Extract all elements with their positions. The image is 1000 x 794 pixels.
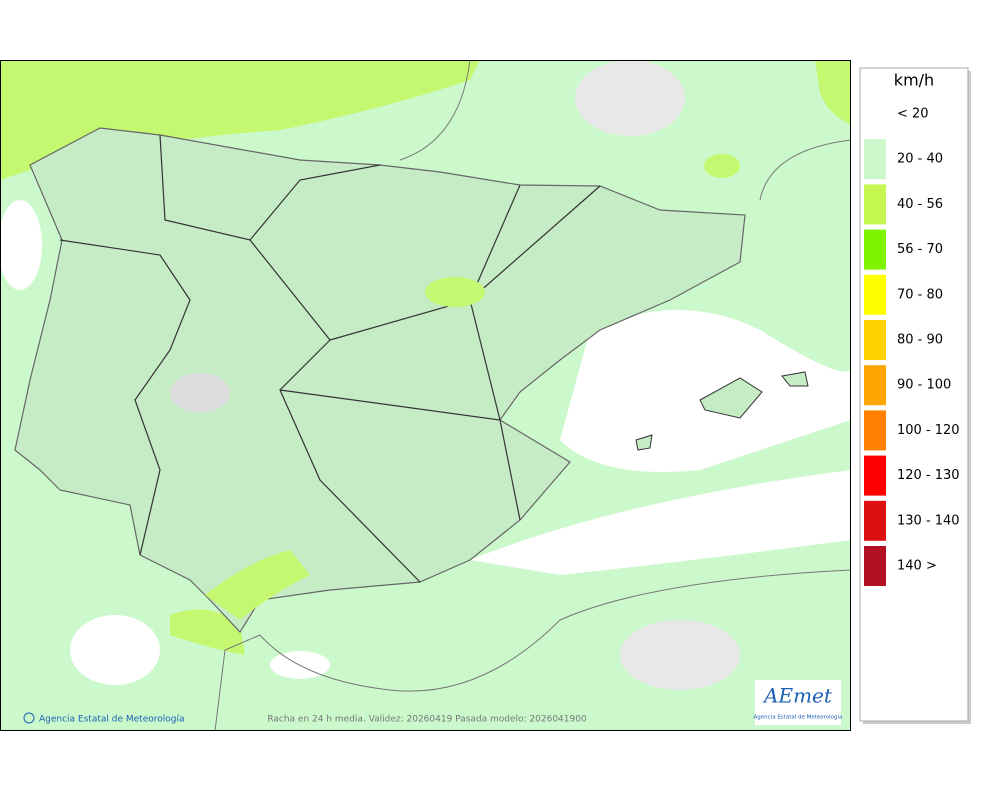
wind-zone xyxy=(425,277,485,307)
legend-swatch xyxy=(864,455,886,496)
legend-label: 56 - 70 xyxy=(897,242,943,257)
calm-zone xyxy=(470,470,851,575)
wind-zone xyxy=(0,60,480,180)
legend-label: 20 - 40 xyxy=(897,152,943,167)
legend-swatch xyxy=(864,184,886,225)
copyright-icon xyxy=(23,712,35,724)
no-data-zone xyxy=(620,620,740,690)
no-data-zone xyxy=(170,373,230,413)
legend-label: 70 - 80 xyxy=(897,287,943,302)
legend-swatch xyxy=(864,139,886,180)
legend-swatch xyxy=(864,94,886,134)
calm-zone xyxy=(70,615,160,685)
wind-zone xyxy=(170,609,245,655)
africa-coast xyxy=(214,569,851,731)
legend-label: 80 - 90 xyxy=(897,333,943,348)
legend-swatch xyxy=(864,500,886,541)
wind-zone xyxy=(205,550,310,620)
legend-swatch xyxy=(864,365,886,406)
wind-zone xyxy=(815,60,851,125)
logo: AEmet xyxy=(762,684,833,708)
no-data-zone xyxy=(575,60,685,136)
logo-subtitle: Agencia Estatal de Meteorología xyxy=(754,714,843,721)
island xyxy=(635,434,653,451)
legend-swatch xyxy=(864,274,886,315)
calm-zone xyxy=(0,200,42,290)
legend-label: 140 > xyxy=(897,559,937,574)
logo-box xyxy=(755,680,841,725)
island xyxy=(781,371,809,387)
legend-swatch xyxy=(864,410,886,451)
legend-swatch xyxy=(864,546,886,586)
legend-label: 100 - 120 xyxy=(897,423,960,438)
wind-zone xyxy=(704,154,740,178)
credit: Agencia Estatal de Meteorología xyxy=(39,715,185,725)
map: Agencia Estatal de Meteorología Racha en… xyxy=(0,60,851,731)
legend-label: 90 - 100 xyxy=(897,378,951,393)
legend-swatch xyxy=(864,229,886,270)
calm-zone xyxy=(560,310,851,472)
legend-title: km/h xyxy=(894,71,934,90)
legend-label: 120 - 130 xyxy=(897,468,960,483)
map-frame xyxy=(0,60,851,731)
legend-swatch xyxy=(864,320,886,360)
island xyxy=(699,377,763,419)
caption: Racha en 24 h media. Validez: 20260419 P… xyxy=(267,715,587,725)
legend-label: 130 - 140 xyxy=(897,513,960,528)
legend-label: 40 - 56 xyxy=(897,197,943,212)
coastline xyxy=(399,60,851,201)
legend-label: < 20 xyxy=(897,107,929,122)
